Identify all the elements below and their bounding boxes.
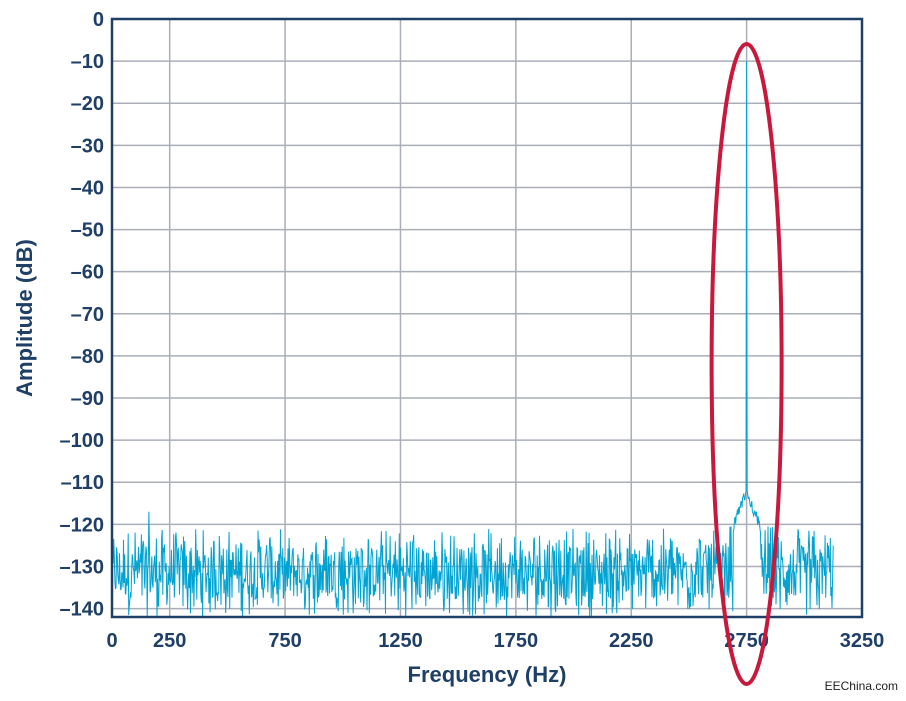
x-axis-ticks: 0 250 750 1250 1750 2250 2750 3250 (106, 630, 884, 652)
x-tick-label: 2750 (724, 630, 769, 652)
x-tick-label: 0 (106, 630, 117, 652)
y-tick-label: –10 (71, 51, 104, 73)
x-tick-label: 750 (268, 630, 301, 652)
spectrum-line (111, 61, 834, 617)
watermark: EEChina.com (824, 679, 898, 693)
y-tick-label: –100 (60, 430, 105, 452)
y-tick-label: –50 (71, 220, 104, 242)
y-tick-label: –60 (71, 262, 104, 284)
y-tick-label: –90 (71, 388, 104, 410)
y-tick-label: –130 (60, 556, 105, 578)
x-tick-label: 1250 (378, 630, 423, 652)
x-axis-label: Frequency (Hz) (408, 662, 567, 687)
y-axis-label: Amplitude (dB) (12, 239, 37, 397)
y-tick-label: –70 (71, 304, 104, 326)
plot-frame (110, 17, 864, 619)
y-tick-label: –110 (61, 472, 104, 494)
y-tick-label: –20 (71, 93, 104, 115)
x-tick-label: 3250 (840, 630, 885, 652)
y-tick-label: –140 (60, 599, 105, 621)
y-tick-label: –120 (60, 514, 105, 536)
y-tick-label: 0 (93, 9, 104, 31)
series-trace (111, 61, 834, 617)
y-tick-label: –40 (71, 177, 104, 199)
x-tick-label: 2250 (609, 630, 654, 652)
x-tick-label: 250 (153, 630, 186, 652)
y-tick-label: –30 (71, 135, 104, 157)
y-tick-label: –80 (71, 346, 104, 368)
y-axis-ticks: 0 –10 –20 –30 –40 –50 –60 –70 –80 –90 –100 –110 –120… (60, 9, 105, 621)
x-tick-label: 1750 (494, 630, 539, 652)
signal-highlight-ellipse (709, 42, 784, 686)
grid (112, 19, 862, 617)
